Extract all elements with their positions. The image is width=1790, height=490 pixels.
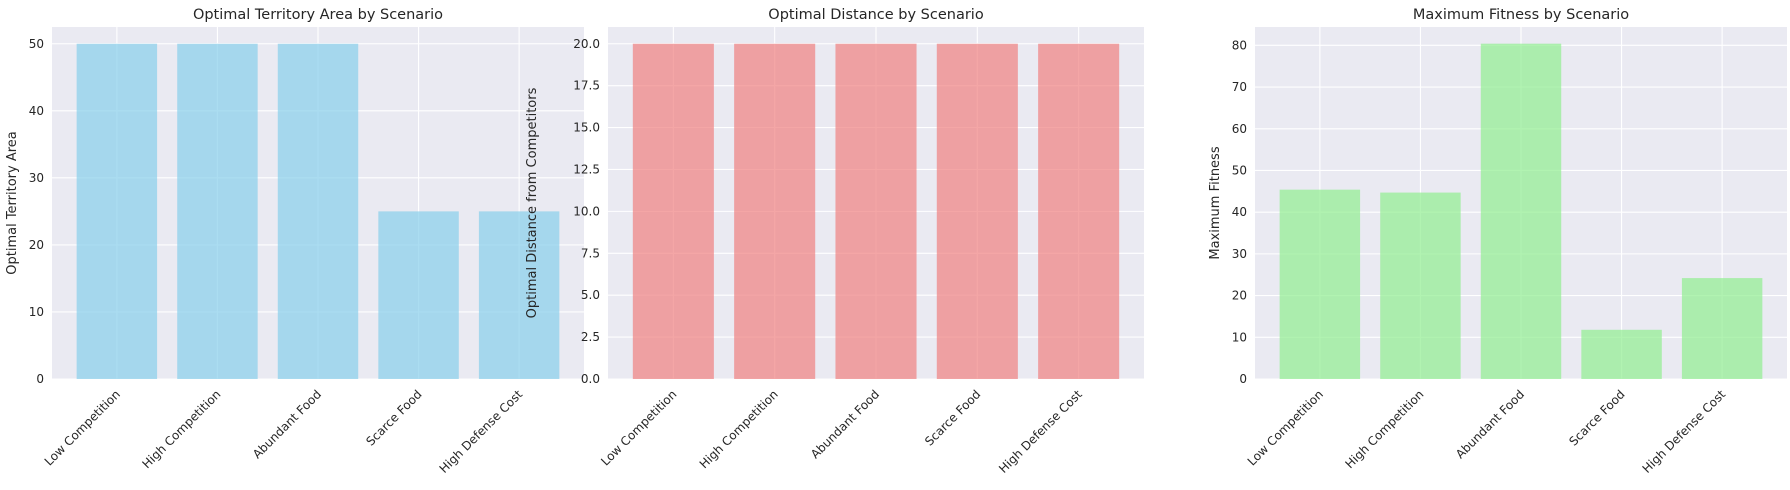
x-tick-label-low-competition: Low Competition [598,387,679,468]
chart-title: Optimal Distance by Scenario [768,7,984,23]
y-tick-label: 17.5 [573,79,600,93]
x-tick-label-high-defense-cost: High Defense Cost [1640,387,1729,476]
y-tick-label: 20 [1232,289,1247,303]
y-tick-label: 40 [1232,205,1247,219]
x-tick-label-abundant-food: Abundant Food [808,387,882,461]
x-tick-label-abundant-food: Abundant Food [1453,387,1527,461]
y-tick-label: 30 [29,171,44,185]
x-tick-label-abundant-food: Abundant Food [250,387,324,461]
y-tick-label: 5.0 [581,288,600,302]
y-tick-label: 0.0 [581,372,600,386]
y-axis-label: Optimal Territory Area [5,131,20,275]
bar-low-competition [76,43,158,380]
x-tick-label-high-competition: High Competition [1343,387,1427,471]
x-tick-label-low-competition: Low Competition [1245,387,1326,468]
y-tick-label: 12.5 [573,162,600,176]
y-tick-label: 20.0 [573,37,600,51]
y-tick-label: 2.5 [581,330,600,344]
y-tick-label: 10.0 [573,204,600,218]
y-tick-label: 20 [29,238,44,252]
y-tick-label: 0 [36,372,44,386]
bar-scarce-food [936,43,1018,380]
y-tick-label: 40 [29,104,44,118]
bar-low-competition [632,43,714,380]
y-tick-label: 0 [1239,372,1247,386]
bar-high-defense-cost [478,211,560,379]
y-tick-label: 30 [1232,247,1247,261]
bar-abundant-food [1480,43,1562,379]
bar-abundant-food [835,43,917,380]
y-tick-label: 15.0 [573,121,600,135]
y-axis-label: Optimal Distance from Competitors [525,87,540,318]
x-tick-label-high-defense-cost: High Defense Cost [437,387,526,476]
bar-high-defense-cost [1681,278,1763,379]
y-tick-label: 10 [1232,330,1247,344]
y-tick-label: 10 [29,305,44,319]
bar-abundant-food [277,43,359,380]
y-tick-label: 50 [1232,163,1247,177]
bar-high-competition [734,43,816,380]
x-tick-label-high-competition: High Competition [697,387,781,471]
x-tick-label-high-competition: High Competition [140,387,224,471]
y-tick-label: 7.5 [581,246,600,260]
bar-scarce-food [378,211,459,379]
chart-3: 0 10 20 30 40 50 60 70 80 Low Competition High Com… [1208,7,1787,476]
y-tick-label: 80 [1232,38,1247,52]
x-tick-label-high-defense-cost: High Defense Cost [996,387,1085,476]
y-tick-label: 70 [1232,80,1247,94]
bar-low-competition [1279,189,1361,379]
x-tick-label-scarce-food: Scarce Food [922,387,983,448]
bar-scarce-food [1581,329,1662,379]
x-tick-label-low-competition: Low Competition [42,387,123,468]
x-tick-label-scarce-food: Scarce Food [363,387,424,448]
y-tick-label: 60 [1232,122,1247,136]
chart-title: Maximum Fitness by Scenario [1413,7,1629,23]
y-axis-label: Maximum Fitness [1208,146,1223,259]
chart-title: Optimal Territory Area by Scenario [193,7,443,23]
x-tick-label-scarce-food: Scarce Food [1566,387,1627,448]
y-tick-label: 50 [29,37,44,51]
chart-1: 0 10 20 30 40 50 Low Competition High Competiti… [5,7,584,476]
bar-high-competition [177,43,258,380]
chart-2: 0.0 2.5 5.0 7.5 10.0 12.5 15.0 17.5 20.0 Low Comp… [525,7,1144,476]
bar-high-competition [1380,192,1461,379]
bar-high-defense-cost [1038,43,1120,380]
